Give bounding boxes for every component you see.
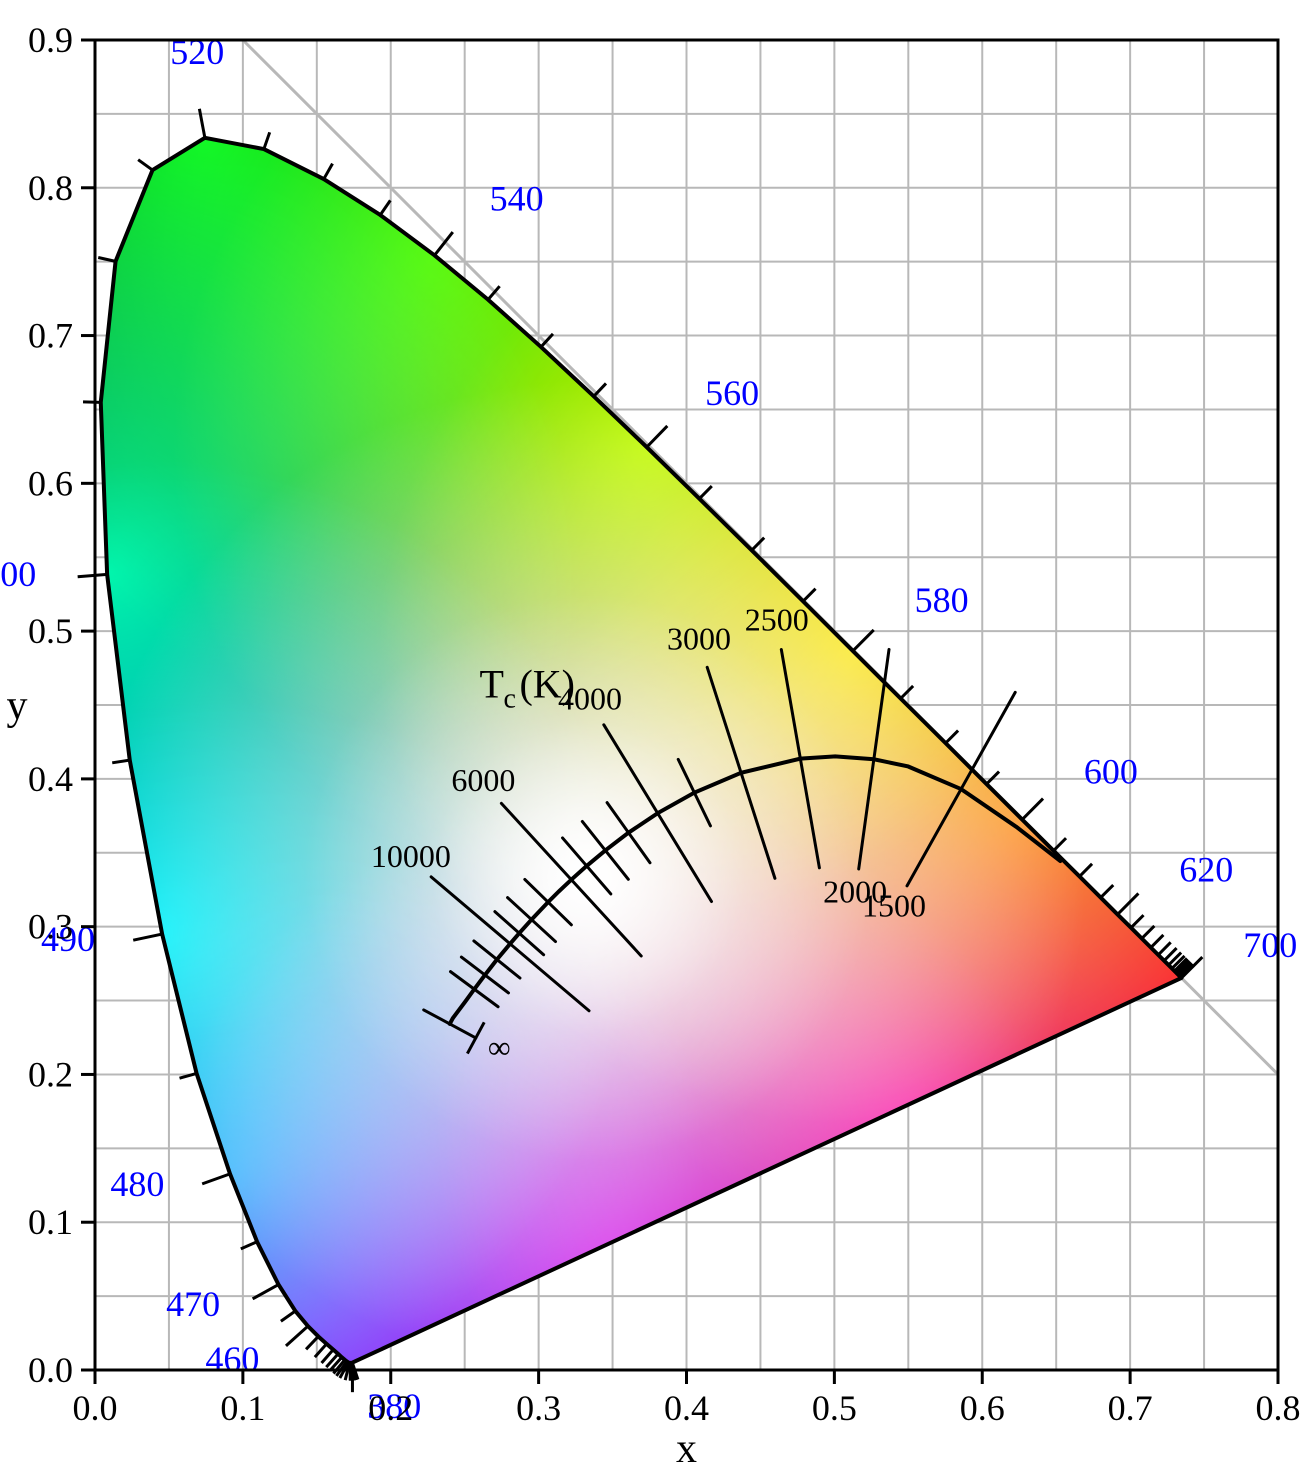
y-tick-label: 0.6	[28, 463, 73, 503]
wavelength-label-700: 700	[1243, 925, 1297, 965]
y-tick-label: 0.1	[28, 1202, 73, 1242]
y-tick-label: 0.8	[28, 168, 73, 208]
x-tick-label: 0.1	[220, 1388, 265, 1428]
x-axis-title: x	[676, 1426, 697, 1462]
cct-label: 1500	[862, 887, 926, 923]
wavelength-label-460: 460	[205, 1339, 259, 1379]
x-tick-label: 0.4	[664, 1388, 709, 1428]
x-tick-label: 0.3	[516, 1388, 561, 1428]
wavelength-label-480: 480	[110, 1164, 164, 1204]
y-tick-label: 0.5	[28, 611, 73, 651]
x-tick-label: 0.2	[368, 1388, 413, 1428]
cct-label: 2500	[745, 602, 809, 638]
svg-text:(K): (K)	[519, 662, 575, 707]
wavelength-label-520: 520	[170, 32, 224, 72]
x-tick-label: 0.5	[812, 1388, 857, 1428]
wavelength-label-580: 580	[915, 580, 969, 620]
cct-label: ∞	[488, 1029, 511, 1065]
chart-container: { "chart": { "type": "chromaticity-diagr…	[0, 0, 1300, 1462]
cct-label: 10000	[371, 838, 451, 874]
svg-text:T: T	[479, 662, 503, 707]
svg-text:c: c	[503, 684, 515, 715]
wavelength-label-540: 540	[490, 178, 544, 218]
y-tick-label: 0.4	[28, 759, 73, 799]
y-tick-label: 0.7	[28, 316, 73, 356]
y-tick-label: 0.3	[28, 907, 73, 947]
wavelength-label-620: 620	[1179, 850, 1233, 890]
y-axis-title: y	[7, 683, 28, 729]
gamut-fill	[0, 0, 1300, 1462]
wavelength-label-560: 560	[705, 373, 759, 413]
wavelength-label-500: 500	[0, 554, 36, 594]
wavelength-label-470: 470	[166, 1284, 220, 1324]
y-tick-label: 0.2	[28, 1054, 73, 1094]
cct-label: 3000	[667, 620, 731, 656]
cct-label: 6000	[451, 762, 515, 798]
y-tick-label: 0.0	[28, 1350, 73, 1390]
x-tick-label: 0.7	[1108, 1388, 1153, 1428]
x-tick-label: 0.6	[960, 1388, 1005, 1428]
chromaticity-chart: 380460470480490500520540560580600620700∞…	[0, 0, 1300, 1462]
x-tick-label: 0.8	[1256, 1388, 1300, 1428]
y-tick-label: 0.9	[28, 20, 73, 60]
x-tick-label: 0.0	[73, 1388, 118, 1428]
wavelength-label-600: 600	[1084, 752, 1138, 792]
